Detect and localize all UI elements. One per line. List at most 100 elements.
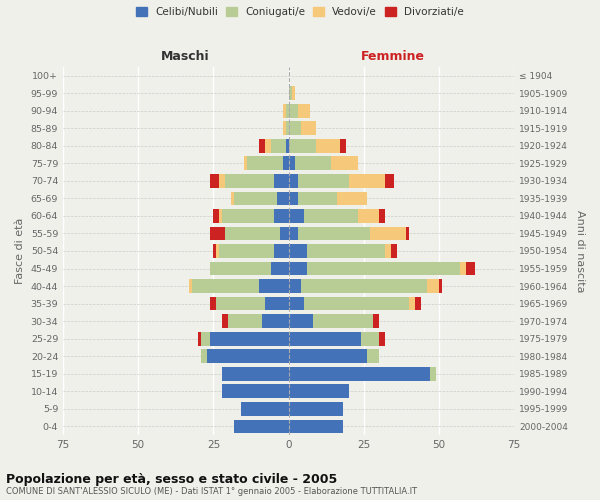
Bar (211, 297, 217, 310)
Bar (316, 139, 340, 152)
Bar (235, 192, 277, 205)
Bar (289, 420, 343, 433)
Bar (349, 174, 385, 188)
Bar (271, 262, 289, 276)
Bar (265, 297, 289, 310)
Bar (460, 262, 466, 276)
Bar (226, 174, 274, 188)
Bar (244, 156, 247, 170)
Bar (289, 402, 343, 415)
Bar (289, 86, 292, 100)
Bar (409, 297, 415, 310)
Bar (289, 122, 301, 135)
Bar (298, 192, 337, 205)
Bar (220, 174, 226, 188)
Bar (193, 279, 259, 293)
Bar (280, 226, 289, 240)
Bar (430, 367, 436, 380)
Bar (304, 297, 409, 310)
Bar (373, 314, 379, 328)
Bar (199, 332, 202, 345)
Bar (370, 226, 406, 240)
Bar (286, 139, 289, 152)
Bar (265, 139, 271, 152)
Bar (298, 104, 310, 118)
Text: COMUNE DI SANT'ALESSIO SICULO (ME) - Dati ISTAT 1° gennaio 2005 - Elaborazione T: COMUNE DI SANT'ALESSIO SICULO (ME) - Dat… (6, 488, 417, 496)
Y-axis label: Anni di nascita: Anni di nascita (575, 210, 585, 292)
Bar (289, 297, 304, 310)
Bar (313, 314, 373, 328)
Bar (226, 226, 280, 240)
Bar (271, 139, 286, 152)
Bar (211, 332, 289, 345)
Text: Maschi: Maschi (161, 50, 209, 63)
Bar (223, 209, 274, 223)
Bar (289, 262, 307, 276)
Bar (298, 226, 370, 240)
Bar (289, 139, 316, 152)
Bar (301, 279, 427, 293)
Bar (289, 156, 295, 170)
Bar (289, 209, 304, 223)
Bar (211, 174, 220, 188)
Legend: Celibi/Nubili, Coniugati/e, Vedovi/e, Divorziati/e: Celibi/Nubili, Coniugati/e, Vedovi/e, Di… (134, 5, 466, 20)
Bar (211, 262, 271, 276)
Bar (289, 104, 298, 118)
Bar (439, 279, 442, 293)
Bar (220, 209, 223, 223)
Bar (247, 156, 283, 170)
Bar (283, 156, 289, 170)
Bar (259, 139, 265, 152)
Bar (289, 279, 301, 293)
Bar (427, 279, 439, 293)
Bar (286, 104, 289, 118)
Bar (307, 244, 385, 258)
Bar (190, 279, 193, 293)
Bar (391, 244, 397, 258)
Bar (202, 350, 208, 363)
Bar (301, 122, 316, 135)
Bar (277, 192, 289, 205)
Bar (223, 314, 229, 328)
Bar (367, 350, 379, 363)
Bar (223, 384, 289, 398)
Bar (331, 156, 358, 170)
Bar (274, 209, 289, 223)
Text: Popolazione per età, sesso e stato civile - 2005: Popolazione per età, sesso e stato civil… (6, 472, 337, 486)
Bar (304, 209, 358, 223)
Bar (283, 122, 286, 135)
Bar (283, 104, 286, 118)
Bar (295, 156, 331, 170)
Bar (292, 86, 295, 100)
Bar (202, 332, 211, 345)
Bar (289, 350, 367, 363)
Bar (361, 332, 379, 345)
Bar (286, 122, 289, 135)
Bar (379, 209, 385, 223)
Bar (385, 244, 391, 258)
Bar (289, 174, 298, 188)
Bar (211, 226, 226, 240)
Bar (415, 297, 421, 310)
Bar (337, 192, 367, 205)
Bar (406, 226, 409, 240)
Bar (298, 174, 349, 188)
Bar (220, 244, 274, 258)
Bar (289, 314, 313, 328)
Bar (274, 174, 289, 188)
Bar (274, 244, 289, 258)
Bar (217, 297, 265, 310)
Bar (235, 420, 289, 433)
Bar (289, 226, 298, 240)
Bar (289, 192, 298, 205)
Bar (217, 244, 220, 258)
Bar (208, 350, 289, 363)
Bar (262, 314, 289, 328)
Bar (358, 209, 379, 223)
Y-axis label: Fasce di età: Fasce di età (15, 218, 25, 284)
Bar (385, 174, 394, 188)
Text: Femmine: Femmine (361, 50, 424, 63)
Bar (307, 262, 460, 276)
Bar (223, 367, 289, 380)
Bar (466, 262, 475, 276)
